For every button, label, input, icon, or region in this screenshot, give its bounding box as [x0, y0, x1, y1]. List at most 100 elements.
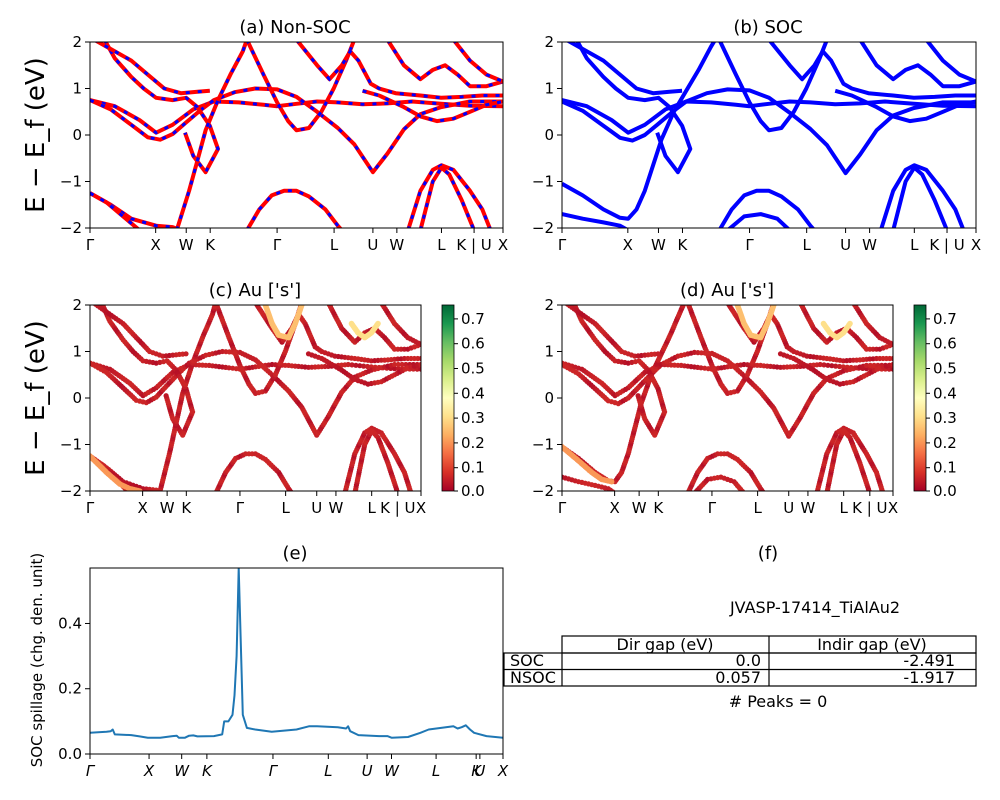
ytick-label: 0.2 — [58, 680, 82, 698]
band-dash — [104, 42, 220, 175]
projection-point — [833, 363, 839, 369]
band-dash — [90, 191, 140, 228]
band-line — [562, 42, 717, 221]
ytick-label: −2 — [532, 482, 554, 500]
band-line — [727, 212, 791, 228]
xtick-label: X — [623, 236, 633, 254]
colorbar-tick-label: 0.7 — [933, 310, 957, 328]
xtick-label: K | U — [380, 499, 415, 517]
xtick-label: U — [362, 762, 373, 780]
band-line — [768, 42, 976, 100]
projection-point — [825, 362, 831, 368]
projection-point — [836, 363, 843, 370]
projection-point-high — [299, 305, 305, 308]
projection-point — [391, 366, 398, 372]
band-line — [925, 42, 976, 84]
colorbar-tick-label: 0.4 — [461, 384, 485, 402]
xtick-label: X — [498, 236, 508, 254]
projection-point — [890, 361, 893, 368]
xtick-label: W — [651, 236, 666, 254]
xtick-label: W — [801, 499, 816, 517]
ytick-label: −1 — [60, 436, 82, 454]
band-dash — [407, 163, 492, 228]
xtick-label: K | U — [852, 499, 887, 517]
band-dash — [296, 42, 503, 100]
projection-point-high — [771, 305, 777, 308]
projection-point — [890, 355, 893, 362]
xtick-label: W — [174, 762, 190, 780]
band-line — [90, 191, 140, 228]
ytick-label: 0 — [72, 389, 82, 407]
projection-point — [866, 488, 872, 491]
ytick-label: 0 — [544, 389, 554, 407]
xtick-label: K — [181, 499, 192, 517]
xtick-label: Γ — [708, 499, 717, 517]
ytick-label: −1 — [532, 436, 554, 454]
band-line — [90, 86, 503, 175]
projection-point — [817, 361, 823, 368]
xtick-label: Γ — [273, 236, 282, 254]
xtick-label: L — [910, 236, 919, 254]
ytick-label: 2 — [72, 33, 82, 51]
band-dash — [387, 42, 503, 88]
projection-point-high — [608, 478, 615, 485]
projection-point — [418, 366, 421, 372]
projection-point — [357, 363, 363, 369]
ytick-label: 2 — [72, 296, 82, 314]
ylabel-top: E − E_f (eV) — [21, 57, 51, 213]
band-line — [575, 42, 693, 175]
xtick-label: K — [653, 499, 664, 517]
band-line — [245, 42, 356, 133]
panel-1-plot-area — [562, 42, 976, 228]
projection-point — [163, 393, 169, 399]
xtick-label: K | U — [456, 236, 491, 254]
band-dash — [175, 42, 248, 228]
colorbar-tick-label: 0.1 — [461, 459, 485, 477]
xtick-label: Γ — [236, 499, 245, 517]
ytick-label: −2 — [60, 482, 82, 500]
xtick-label: Γ — [558, 236, 567, 254]
xtick-label: U — [840, 236, 851, 254]
xtick-label: L — [802, 236, 811, 254]
ytick-label: −1 — [532, 173, 554, 191]
colorbar — [913, 304, 927, 492]
ylabel-middle: E − E_f (eV) — [21, 320, 51, 476]
table-cell-nsoc-indir: -1.917 — [903, 668, 955, 687]
xtick-label: X — [137, 499, 147, 517]
band-line — [562, 87, 976, 176]
xtick-label: U — [367, 236, 378, 254]
xtick-label: Γ — [86, 499, 95, 517]
xtick-label: W — [384, 762, 400, 780]
xtick-label: K — [202, 762, 213, 780]
xtick-label: U — [474, 762, 485, 780]
xtick-label: U — [783, 499, 794, 517]
panel-4-plot-area — [90, 568, 503, 739]
projection-point — [863, 362, 870, 368]
table-cell-soc-indir: -2.491 — [903, 651, 955, 670]
panel-b-title: (b) SOC — [733, 17, 802, 38]
xtick-label: X — [497, 762, 509, 780]
xtick-label: W — [632, 499, 647, 517]
projection-point — [407, 488, 413, 491]
ylabel-spillage: SOC spillage (chg. den. unit) — [28, 553, 46, 768]
xtick-label: K — [678, 236, 689, 254]
ytick-label: −2 — [60, 219, 82, 237]
colorbar-tick-label: 0.2 — [933, 434, 957, 452]
projection-point — [391, 361, 398, 368]
colorbar — [441, 304, 455, 492]
panel-1-frame — [561, 41, 977, 229]
xtick-label: W — [179, 236, 194, 254]
projection-point — [349, 362, 355, 368]
band-line — [834, 88, 976, 124]
projection-point — [739, 488, 745, 491]
band-dash — [90, 191, 180, 228]
ytick-label: 0.0 — [58, 745, 82, 763]
projection-point — [871, 362, 877, 368]
ytick-label: −2 — [532, 219, 554, 237]
xtick-label: Γ — [745, 236, 754, 254]
projection-point — [681, 305, 687, 307]
projection-point — [867, 362, 873, 368]
